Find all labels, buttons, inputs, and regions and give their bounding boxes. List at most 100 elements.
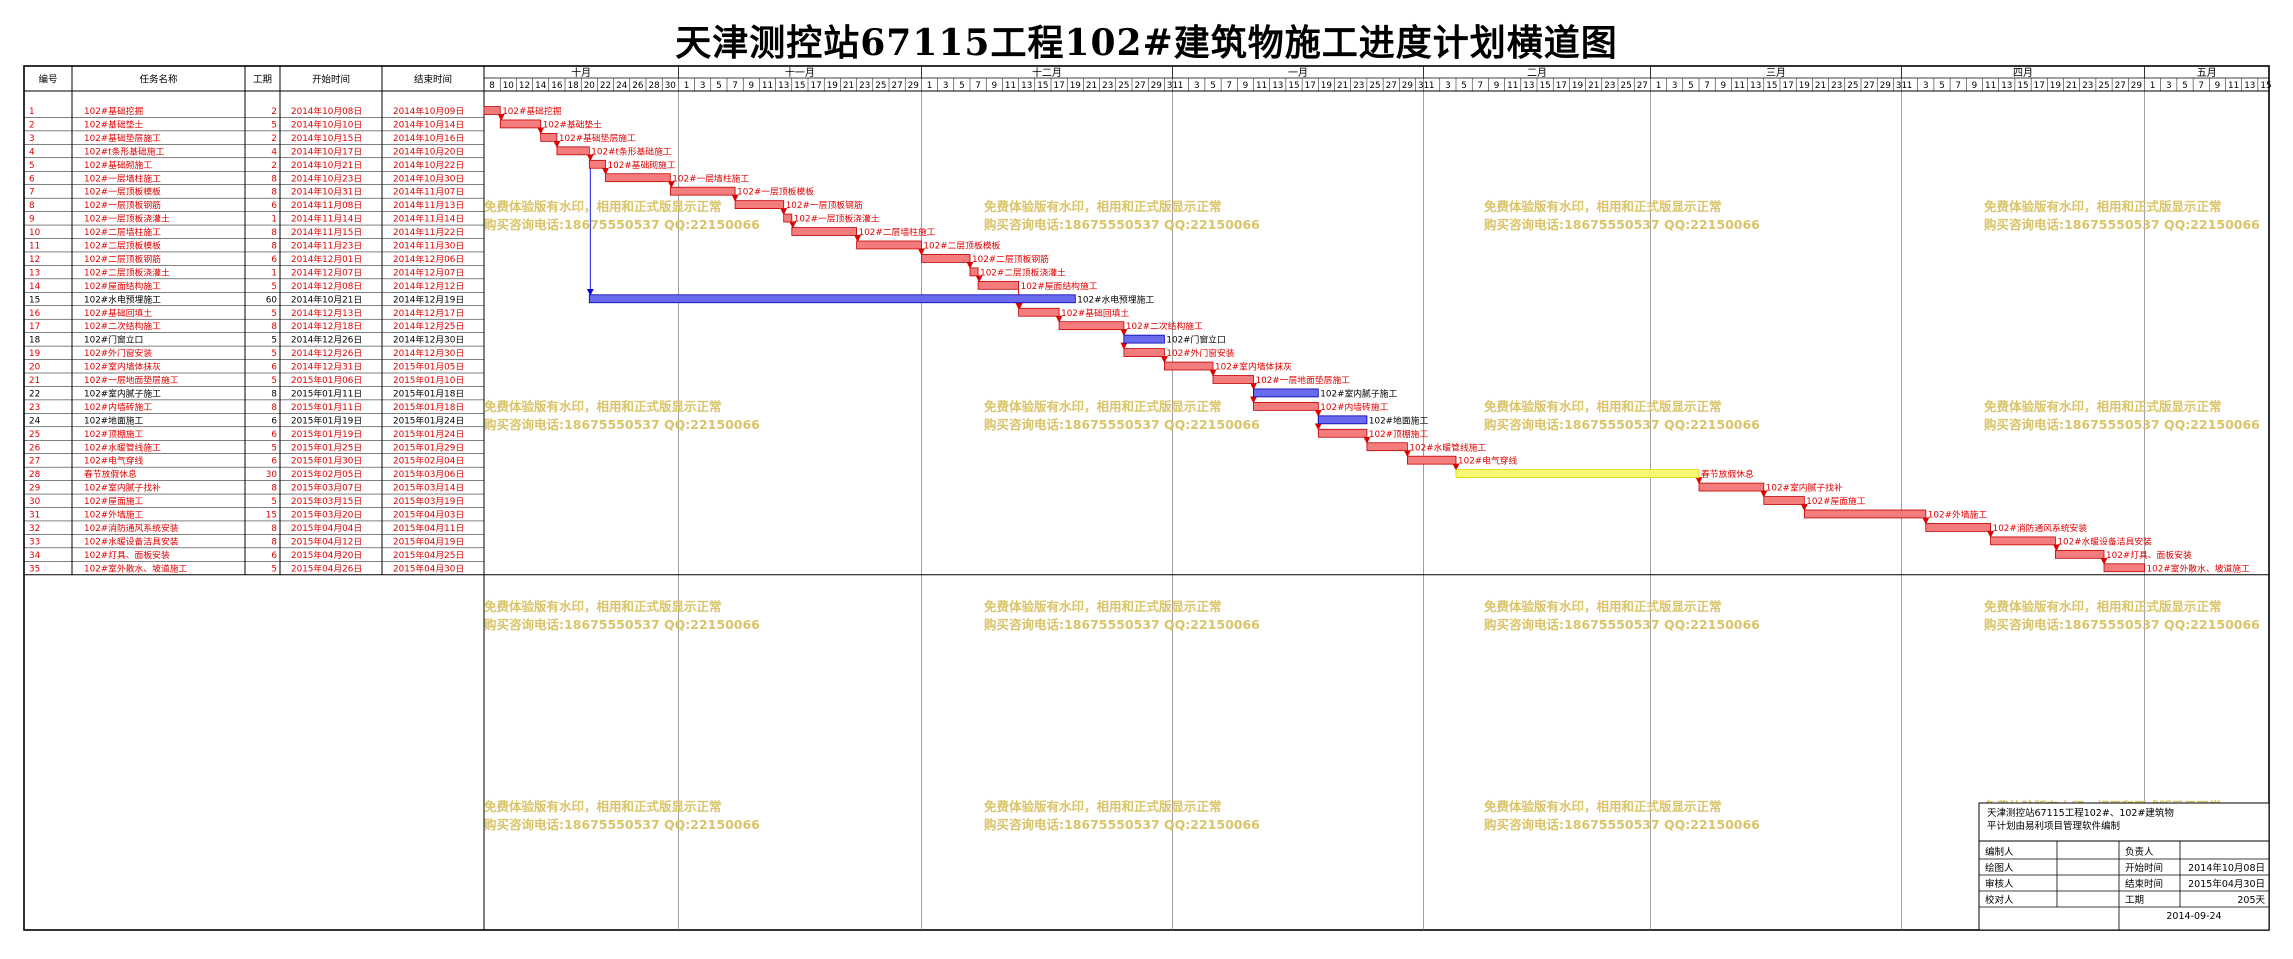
task-no: 19 [29, 349, 40, 359]
task-duration: 5 [271, 564, 277, 574]
task-duration: 1 [271, 268, 277, 278]
task-name: 102#屋面结构施工 [84, 280, 161, 292]
info-label: 校对人 [1985, 894, 2014, 906]
task-end: 2014年11月22日 [393, 226, 464, 238]
task-start: 2014年12月07日 [291, 266, 362, 278]
task-name: 102#一层顶板模板 [84, 186, 161, 198]
month-label: 一月 [1288, 67, 1308, 79]
task-bar-critical [1317, 428, 1368, 438]
task-end: 2014年10月16日 [393, 132, 464, 144]
day-label: 13 [1272, 81, 1283, 91]
task-duration: 6 [271, 457, 277, 467]
task-no: 16 [29, 309, 41, 319]
task-name: 102#一层顶板钢筋 [84, 199, 161, 211]
day-label: 15 [2260, 81, 2271, 91]
watermark-line1: 免费体验版有水印，相用和正式版显示正常 [1484, 199, 1722, 214]
bar-label: 102#外门窗安装 [1166, 347, 1234, 359]
day-label: 7 [1704, 81, 1710, 91]
task-name: 102#t条形基础施工 [84, 145, 165, 157]
day-label: 13 [778, 81, 789, 91]
task-start: 2014年10月21日 [291, 159, 362, 171]
bar-label: 102#室内腻子找补 [1766, 482, 1843, 494]
task-duration: 30 [266, 470, 278, 480]
day-label: 11 [762, 81, 773, 91]
task-name: 102#水暖管线施工 [84, 441, 161, 453]
bar-label: 102#基础砌施工 [608, 159, 676, 171]
watermark-line2: 购买咨询电话:18675550537 QQ:22150066 [1484, 417, 1760, 432]
task-end: 2015年04月11日 [393, 522, 464, 534]
task-no: 4 [29, 147, 35, 157]
task-bar-holiday [1455, 469, 1700, 478]
task-bar-critical [1698, 482, 1765, 492]
bar-label: 102#基础回填土 [1061, 307, 1129, 319]
task-no: 6 [29, 174, 35, 184]
month-label: 四月 [2013, 67, 2033, 79]
outer-frame [23, 65, 2270, 931]
task-duration: 2 [271, 134, 277, 144]
task-duration: 6 [271, 201, 277, 211]
task-no: 17 [29, 322, 40, 332]
day-label: 8 [489, 81, 495, 91]
day-label: 25 [1620, 81, 1631, 91]
task-start: 2015年01月19日 [291, 414, 362, 426]
task-end: 2015年01月24日 [393, 428, 464, 440]
day-label: 21 [1337, 81, 1348, 91]
task-name: 102#二层顶板模板 [84, 240, 161, 252]
info-label2: 负责人 [2125, 846, 2154, 858]
task-name: 102#门窗立口 [84, 334, 143, 346]
task-end: 2014年11月30日 [393, 240, 464, 252]
day-label: 25 [1369, 81, 1380, 91]
day-label: 21 [843, 81, 854, 91]
task-no: 29 [29, 484, 40, 494]
day-label: 1 [1429, 81, 1435, 91]
day-label: 23 [1102, 81, 1113, 91]
day-label: 5 [2182, 81, 2188, 91]
day-label: 11 [2228, 81, 2239, 91]
day-label: 13 [1021, 81, 1032, 91]
day-label: 29 [1880, 81, 1891, 91]
info-project-line2: 平计划由易利项目管理软件编制 [1987, 820, 2120, 832]
info-box: 天津测控站67115工程102#、102#建筑物平计划由易利项目管理软件编制编制… [1978, 802, 2270, 931]
watermark-line1: 免费体验版有水印，相用和正式版显示正常 [484, 199, 722, 214]
task-start: 2015年04月04日 [291, 522, 362, 534]
day-label: 20 [584, 81, 596, 91]
task-bar-critical [669, 186, 736, 196]
bar-label: 102#二层顶板浇灌土 [980, 266, 1066, 278]
day-label: 23 [859, 81, 870, 91]
task-end: 2014年12月25日 [393, 320, 464, 332]
task-start: 2014年10月31日 [291, 186, 362, 198]
day-label: 11 [1734, 81, 1745, 91]
task-start: 2015年03月07日 [291, 482, 362, 494]
day-label: 1 [684, 81, 690, 91]
task-bar-critical [1925, 523, 1992, 532]
task-duration: 4 [271, 147, 277, 157]
task-bar-critical [1803, 509, 1927, 519]
column-header-name: 任务名称 [139, 74, 178, 86]
task-no: 10 [29, 228, 41, 238]
task-start: 2014年10月23日 [291, 172, 362, 184]
watermark-line1: 免费体验版有水印，相用和正式版显示正常 [484, 799, 722, 814]
watermark-line1: 免费体验版有水印，相用和正式版显示正常 [1484, 399, 1722, 414]
task-duration: 5 [271, 349, 277, 359]
task-end: 2015年04月25日 [393, 549, 464, 561]
task-end: 2014年12月12日 [393, 280, 464, 292]
day-label: 7 [1477, 81, 1483, 91]
day-label: 7 [975, 81, 981, 91]
watermark-line1: 免费体验版有水印，相用和正式版显示正常 [1984, 199, 2222, 214]
month-label: 二月 [1527, 67, 1547, 79]
column-header-end: 结束时间 [414, 74, 452, 86]
watermark-line2: 购买咨询电话:18675550537 QQ:22150066 [484, 417, 760, 432]
task-no: 22 [29, 389, 40, 399]
task-duration: 60 [266, 295, 278, 305]
watermark-line2: 购买咨询电话:18675550537 QQ:22150066 [1484, 217, 1760, 232]
info-value: 2015年04月30日 [2188, 878, 2265, 890]
task-end: 2015年03月06日 [393, 468, 464, 480]
task-bar-critical [1990, 536, 2056, 546]
task-bar-critical [1164, 361, 1214, 371]
watermark-line2: 购买咨询电话:18675550537 QQ:22150066 [984, 817, 1260, 832]
task-name: 102#外门窗安装 [84, 347, 152, 359]
task-end: 2014年12月07日 [393, 266, 464, 278]
task-name: 102#消防通风系统安装 [84, 522, 179, 534]
task-start: 2015年04月20日 [291, 549, 362, 561]
